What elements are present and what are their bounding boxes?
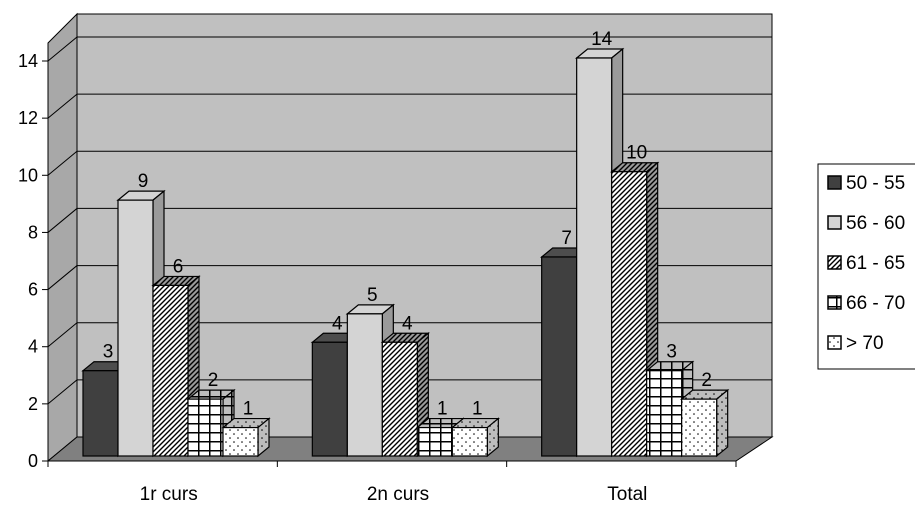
data-label: 14 xyxy=(591,29,613,50)
plot-side-wall xyxy=(47,12,78,463)
legend-label: 56 - 60 xyxy=(846,213,905,234)
bar-front xyxy=(611,171,648,457)
y-tick-label: 4 xyxy=(28,337,38,357)
data-label: 1 xyxy=(243,399,254,420)
data-label: 3 xyxy=(666,342,677,363)
data-label: 3 xyxy=(103,342,114,363)
gridline-side xyxy=(47,150,78,176)
bar-front xyxy=(117,199,154,457)
legend-label: 61 - 65 xyxy=(846,253,905,274)
legend-item: 66 - 70 xyxy=(827,293,905,314)
data-label: 4 xyxy=(332,313,343,334)
legend-swatch xyxy=(827,255,842,270)
bar-front xyxy=(222,426,259,457)
data-label: 4 xyxy=(402,313,413,334)
bar-front xyxy=(451,426,488,457)
data-label: 2 xyxy=(701,370,712,391)
gridline-side xyxy=(47,322,78,348)
bar-front xyxy=(681,398,718,457)
bar-front xyxy=(346,313,383,457)
x-tick-label: 2n curs xyxy=(367,484,429,505)
legend-label: > 70 xyxy=(846,333,884,354)
bars xyxy=(81,47,730,458)
data-label: 1 xyxy=(437,399,448,420)
data-label: 9 xyxy=(138,171,149,192)
y-tick-label: 10 xyxy=(18,165,38,185)
bar xyxy=(380,332,431,458)
bar-front xyxy=(416,426,453,457)
bar-front xyxy=(646,370,683,457)
x-tick-label: 1r curs xyxy=(140,484,198,505)
bar-side xyxy=(716,388,729,458)
legend-swatch xyxy=(827,175,842,190)
bar-front xyxy=(311,341,348,457)
legend-item: 50 - 55 xyxy=(827,173,905,194)
legend-item: 61 - 65 xyxy=(827,253,905,274)
gridline-side xyxy=(47,93,78,119)
bar-front xyxy=(381,341,418,457)
x-tick-label: Total xyxy=(607,484,647,505)
data-label: 7 xyxy=(561,228,572,249)
legend-swatch xyxy=(827,335,842,350)
bar-front xyxy=(187,398,224,457)
bar xyxy=(679,388,730,458)
y-tick-label: 2 xyxy=(28,394,38,414)
gridline-side xyxy=(47,265,78,290)
bar-front xyxy=(82,370,119,457)
y-tick-label: 12 xyxy=(18,108,38,128)
bar xyxy=(221,417,271,458)
legend-label: 50 - 55 xyxy=(846,173,905,194)
y-tick-label: 0 xyxy=(28,451,38,471)
legend-item: > 70 xyxy=(827,333,884,354)
gridline-side xyxy=(47,36,78,62)
legend-swatch xyxy=(827,215,842,230)
data-label: 1 xyxy=(472,399,483,420)
bar-front xyxy=(152,284,189,457)
bar-front xyxy=(541,256,578,457)
legend-item: 56 - 60 xyxy=(827,213,905,234)
data-label: 6 xyxy=(173,256,184,277)
legend: 50 - 55 56 - 60 61 - 65 66 - 70 > 70 xyxy=(817,163,915,370)
data-label: 2 xyxy=(208,370,219,391)
data-label: 10 xyxy=(626,143,647,164)
y-tick-label: 6 xyxy=(28,280,38,300)
y-tick-label: 8 xyxy=(28,222,38,242)
y-tick-label: 14 xyxy=(18,51,38,71)
bar xyxy=(450,417,501,458)
y-axis: 0 2 4 6 8 10 12 14 xyxy=(18,43,49,471)
legend-swatch xyxy=(827,295,842,310)
x-axis: 1r curs 2n curs Total xyxy=(47,460,737,505)
legend-label: 66 - 70 xyxy=(846,293,905,314)
gridline-side xyxy=(47,208,78,233)
bar-front xyxy=(576,57,613,457)
gridline-side xyxy=(47,379,78,405)
data-label: 5 xyxy=(367,285,378,306)
